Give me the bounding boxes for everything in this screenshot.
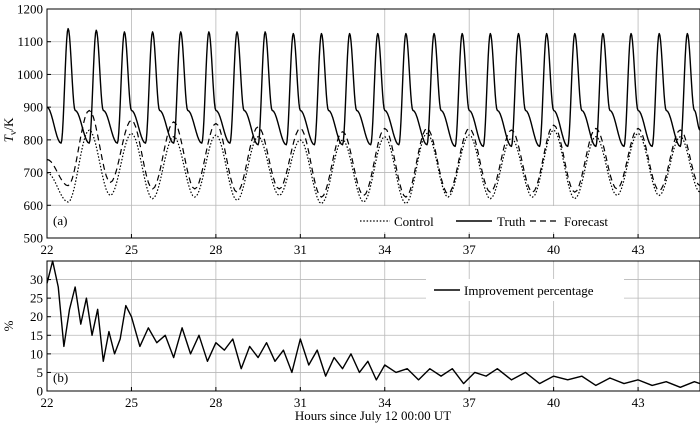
x-tick-label: 43: [632, 395, 645, 410]
y-tick-label: 600: [24, 198, 44, 213]
x-tick-label: 34: [378, 242, 392, 257]
x-tick-label: 25: [125, 395, 138, 410]
x-tick-label: 28: [209, 395, 222, 410]
panel-b-x-ticks: 22 25 28 31 34 37 40 43: [41, 387, 645, 410]
panel-a: 500 600 700 800 900 1000 1100 1200 22 25 28 31 34 37…: [1, 2, 700, 257]
panel-b-x-axis-title: Hours since July 12 00:00 UT: [295, 408, 451, 423]
x-tick-label: 31: [294, 395, 307, 410]
y-tick-label: 15: [30, 328, 43, 343]
panel-b-label: (b): [53, 370, 68, 385]
panel-b-frame: [46, 260, 700, 392]
y-tick-label: 1000: [17, 67, 43, 82]
y-tick-label: 20: [30, 309, 43, 324]
panel-a-y-axis-symbol: T: [1, 134, 16, 142]
panel-a-y-axis-subscript: v: [8, 130, 18, 135]
legend-label-truth: Truth: [497, 214, 526, 229]
x-tick-label: 34: [378, 395, 392, 410]
x-tick-label: 25: [125, 242, 138, 257]
legend-label-control: Control: [394, 214, 434, 229]
panel-b-legend-box: [426, 279, 624, 301]
x-tick-label: 22: [41, 242, 54, 257]
panel-a-y-axis-unit: /K: [1, 117, 16, 131]
panel-a-label: (a): [53, 213, 67, 228]
panel-a-legend: Control Truth Forecast: [354, 206, 608, 232]
y-tick-label: 500: [24, 231, 44, 246]
panel-a-grid: [46, 9, 700, 238]
panel-a-legend-box: [354, 206, 606, 232]
y-tick-label: 30: [30, 272, 43, 287]
series-line-improvement-percentage: [46, 260, 700, 388]
y-tick-label: 800: [24, 132, 44, 147]
panel-a-y-ticks: 500 600 700 800 900 1000 1100 1200: [17, 2, 51, 246]
x-tick-label: 28: [209, 242, 222, 257]
y-tick-label: 5: [37, 365, 44, 380]
series-line-forecast: [46, 109, 700, 198]
y-tick-label: 25: [30, 291, 43, 306]
y-tick-label: 900: [24, 100, 44, 115]
x-tick-label: 37: [463, 395, 477, 410]
y-tick-label: 10: [30, 346, 43, 361]
x-tick-label: 31: [294, 242, 307, 257]
panel-a-x-ticks: 22 25 28 31 34 37 40 43: [41, 234, 645, 257]
y-tick-label: 700: [24, 165, 44, 180]
panel-a-frame: [46, 8, 700, 239]
panel-b-y-ticks: 0 5 10 15 20 25 30: [30, 272, 51, 399]
x-tick-label: 40: [547, 395, 560, 410]
x-tick-label: 43: [632, 242, 645, 257]
panel-a-series: [46, 27, 700, 205]
y-tick-label: 1100: [17, 34, 43, 49]
legend-label-improvement: Improvement percentage: [464, 283, 594, 298]
panel-b-legend: Improvement percentage: [426, 279, 624, 301]
x-tick-label: 22: [41, 395, 54, 410]
y-tick-label: 1200: [17, 2, 43, 17]
x-tick-label: 40: [547, 242, 560, 257]
panel-a-y-axis-title: Tv/K: [1, 117, 18, 142]
y-tick-label: 0: [37, 384, 44, 399]
panel-b-y-axis-title: %: [1, 320, 16, 331]
x-tick-label: 37: [463, 242, 477, 257]
panel-b: 0 5 10 15 20 25 30 22 25 28 31 34 37 40 43 (b) % Impr…: [1, 260, 700, 423]
series-line-truth: [46, 27, 700, 148]
legend-label-forecast: Forecast: [564, 214, 608, 229]
panel-b-series: [46, 260, 700, 388]
